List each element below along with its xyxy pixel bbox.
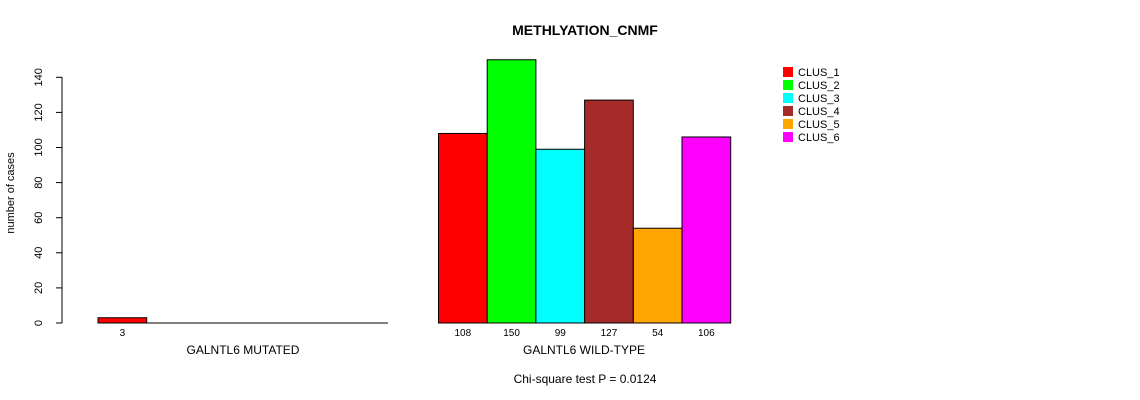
y-tick-label: 100 <box>33 138 45 156</box>
legend-label: CLUS_3 <box>798 93 840 105</box>
bar-clus-5 <box>632 227 683 324</box>
bar-clus-6 <box>681 136 732 324</box>
bar-labels: 3 108 150 99 127 54 106 <box>120 328 716 339</box>
bar-count-label: 106 <box>698 328 715 339</box>
legend-swatch <box>783 93 793 103</box>
y-tick-label: 60 <box>33 212 45 224</box>
legend-swatch <box>783 132 793 142</box>
legend-label: CLUS_1 <box>798 67 840 79</box>
legend-swatch <box>783 80 793 90</box>
y-tick-label: 80 <box>33 176 45 188</box>
bar-clus-1 <box>438 132 488 324</box>
bar-count-label: 3 <box>120 328 126 339</box>
chi-square-footnote: Chi-square test P = 0.0124 <box>514 372 657 386</box>
group-labels: GALNTL6 MUTATED GALNTL6 WILD-TYPE <box>187 343 645 357</box>
bar-count-label: 150 <box>503 328 520 339</box>
legend-label: CLUS_6 <box>798 132 840 144</box>
bar-clus-3 <box>535 148 586 324</box>
legend-swatch <box>783 119 793 129</box>
legend-swatch <box>783 67 793 77</box>
bar-clus-1 <box>97 317 148 324</box>
y-tick-label: 40 <box>33 247 45 259</box>
y-axis: 0 20 40 60 80 100 120 140 <box>33 68 63 326</box>
bar-count-label: 127 <box>601 328 618 339</box>
y-tick-label: 20 <box>33 282 45 294</box>
chart-title: METHLYATION_CNMF <box>512 22 658 38</box>
y-tick-label: 120 <box>33 103 45 121</box>
legend-swatch <box>783 106 793 116</box>
group-label: GALNTL6 WILD-TYPE <box>523 343 645 357</box>
legend-label: CLUS_4 <box>798 106 840 118</box>
group-label: GALNTL6 MUTATED <box>187 343 300 357</box>
y-tick-label: 0 <box>33 320 45 326</box>
y-tick-label: 140 <box>33 68 45 86</box>
bars <box>97 59 732 324</box>
legend-label: CLUS_5 <box>798 119 840 131</box>
bar-clus-2 <box>486 59 537 324</box>
bar-count-label: 54 <box>652 328 664 339</box>
bar-count-label: 108 <box>455 328 472 339</box>
legend-label: CLUS_2 <box>798 80 840 92</box>
bar-count-label: 99 <box>555 328 567 339</box>
y-axis-label: number of cases <box>5 152 17 234</box>
bar-clus-4 <box>584 99 634 324</box>
